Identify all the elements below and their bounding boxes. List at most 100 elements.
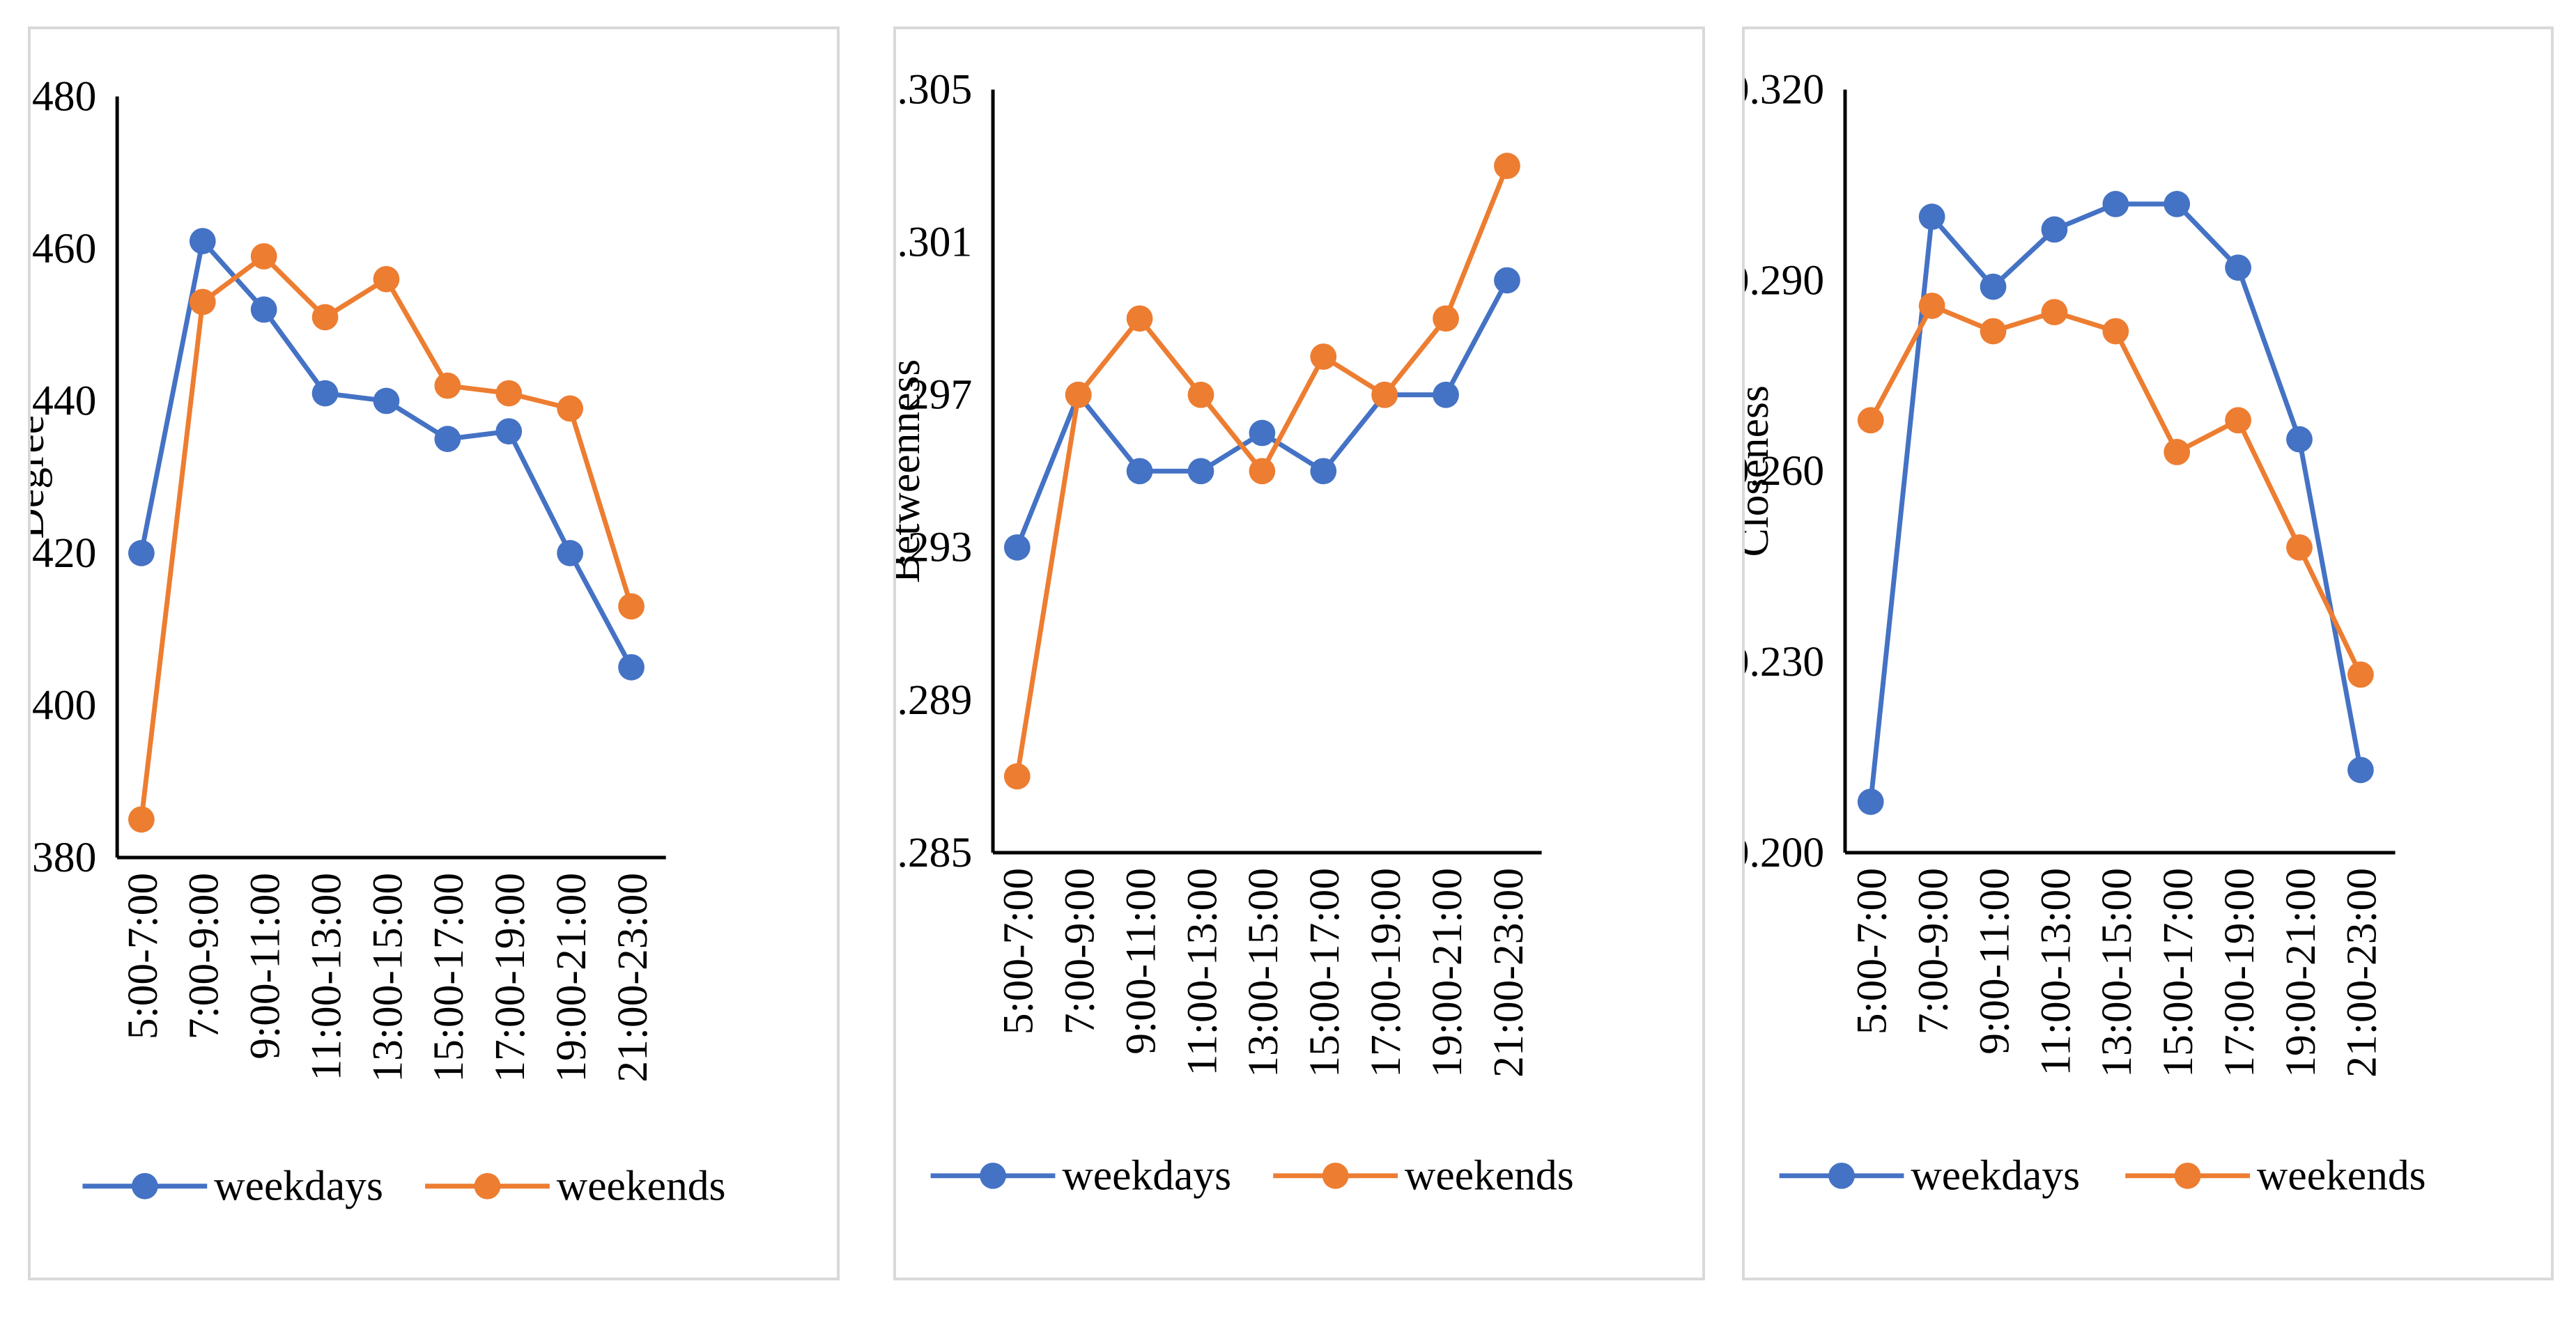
y-tick-label: 0.260 [1745,447,1824,495]
x-tick-label: 9:00-11:00 [1117,868,1164,1055]
x-tick-label: 13:00-15:00 [2093,868,2141,1078]
x-tick-label: 21:00-23:00 [2338,868,2386,1078]
data-point-weekdays [373,387,400,414]
series-line-weekends [139,254,634,820]
y-tick-label: 0.305 [896,65,972,113]
series-line-weekends [1868,303,2363,676]
x-tick-label: 15:00-17:00 [1301,868,1348,1078]
closeness-chart: 0.200 0.230 0.260 0.290 0.320 Closeness 5:00-7… [1745,65,2426,1200]
y-tick-label: 0.230 [1745,638,1824,685]
legend-marker-weekends [1322,1162,1349,1189]
degree-chart-panel: 0.380 0.400 0.420 0.440 0.460 0.480 Degree 5:00… [28,26,840,1280]
legend-label-weekends: weekends [2257,1152,2426,1200]
legend-label-weekdays: weekdays [1062,1152,1231,1200]
data-point-weekends [1857,407,1884,434]
x-tick-label: 11:00-13:00 [2032,868,2079,1076]
x-tick-label: 17:00-19:00 [2216,868,2263,1078]
x-tick-label: 9:00-11:00 [1970,868,2018,1055]
x-tick-label: 9:00-11:00 [242,873,289,1060]
data-point-weekends [128,806,155,833]
x-tick-label: 15:00-17:00 [425,873,472,1083]
data-point-weekends [1433,305,1459,332]
data-point-weekends [495,380,523,407]
data-point-weekdays [1494,267,1520,294]
data-point-weekends [1126,305,1153,332]
x-tick-label: 13:00-15:00 [364,873,411,1083]
y-tick-label: 0.380 [31,834,96,881]
y-tick-label: 0.301 [896,219,972,266]
data-point-weekdays [1918,203,1945,231]
legend-label-weekends: weekends [1405,1152,1574,1200]
data-point-weekends [250,243,277,270]
series-line-weekdays [1868,201,2363,803]
x-tick-label: 13:00-15:00 [1240,868,1287,1078]
x-tick-label: 5:00-7:00 [119,873,167,1039]
data-point-weekdays [250,296,277,323]
y-tick-label: 0.460 [31,225,96,272]
y-tick-label: 0.440 [31,377,96,424]
data-point-weekends [373,265,400,293]
x-tick-label: 17:00-19:00 [486,873,534,1083]
x-tick-label: 19:00-21:00 [1424,868,1471,1078]
x-tick-label: 5:00-7:00 [1849,868,1896,1034]
x-tick-label: 17:00-19:00 [1362,868,1410,1078]
data-point-weekdays [434,426,461,452]
y-tick-label: 0.297 [896,371,972,419]
x-tick-label: 7:00-9:00 [1056,868,1104,1034]
data-point-weekdays [1249,419,1276,447]
data-point-weekends [1310,343,1337,370]
data-point-weekdays [311,380,339,407]
data-point-weekdays [1433,381,1459,408]
legend-label-weekdays: weekdays [1911,1152,2080,1200]
y-tick-label: 0.320 [1745,65,1824,113]
data-point-weekdays [189,228,216,254]
data-point-weekdays [1857,789,1884,815]
y-tick-label: 0.293 [896,524,972,571]
data-point-weekends [1494,153,1520,180]
data-point-weekends [2225,407,2251,434]
degree-chart: 0.380 0.400 0.420 0.440 0.460 0.480 Degree 5:00… [31,72,726,1210]
data-point-weekends [1003,763,1031,790]
x-tick-label: 11:00-13:00 [302,873,350,1081]
legend-marker-weekdays [980,1162,1006,1189]
y-tick-label: 0.289 [896,676,972,724]
y-axis-title: Degree [31,415,53,539]
x-tick-label: 7:00-9:00 [1909,868,1957,1034]
data-point-weekends [1065,381,1092,408]
y-tick-label: 0.285 [896,829,972,876]
data-point-weekdays [2164,191,2191,217]
data-point-weekdays [2041,216,2068,243]
betweenness-chart-panel: 0.285 0.289 0.293 0.297 0.301 0.305 Betweennes… [893,26,1705,1280]
x-tick-label: 7:00-9:00 [180,873,228,1039]
y-axis-title: Betweenness [896,359,929,583]
data-point-weekends [2286,534,2313,561]
data-point-weekends [557,395,584,422]
data-point-weekdays [618,653,645,681]
data-point-weekdays [128,540,155,566]
x-tick-label: 15:00-17:00 [2154,868,2202,1078]
y-tick-label: 0.480 [31,72,96,120]
legend-marker-weekends [474,1172,501,1200]
legend-marker-weekdays [131,1172,158,1200]
legend-marker-weekends [2174,1162,2201,1189]
data-point-weekdays [2225,254,2251,281]
data-point-weekdays [1003,534,1031,561]
betweenness-chart: 0.285 0.289 0.293 0.297 0.301 0.305 Betweennes… [896,65,1574,1200]
y-tick-label: 0.400 [31,681,96,729]
x-tick-label: 5:00-7:00 [995,868,1042,1034]
data-point-weekends [1249,458,1276,485]
data-point-weekdays [1187,458,1214,485]
data-point-weekdays [2347,757,2374,784]
data-point-weekdays [1126,458,1153,485]
x-tick-label: 19:00-21:00 [548,873,595,1083]
data-point-weekends [2347,661,2374,688]
data-point-weekends [434,372,461,399]
y-axis-title: Closeness [1745,385,1777,557]
data-point-weekdays [2286,426,2313,453]
data-point-weekdays [2102,191,2129,217]
data-point-weekends [1918,293,1945,319]
data-point-weekends [189,288,216,316]
data-point-weekdays [1980,273,2007,300]
legend-label-weekends: weekends [557,1163,726,1210]
x-tick-label: 11:00-13:00 [1178,868,1226,1076]
